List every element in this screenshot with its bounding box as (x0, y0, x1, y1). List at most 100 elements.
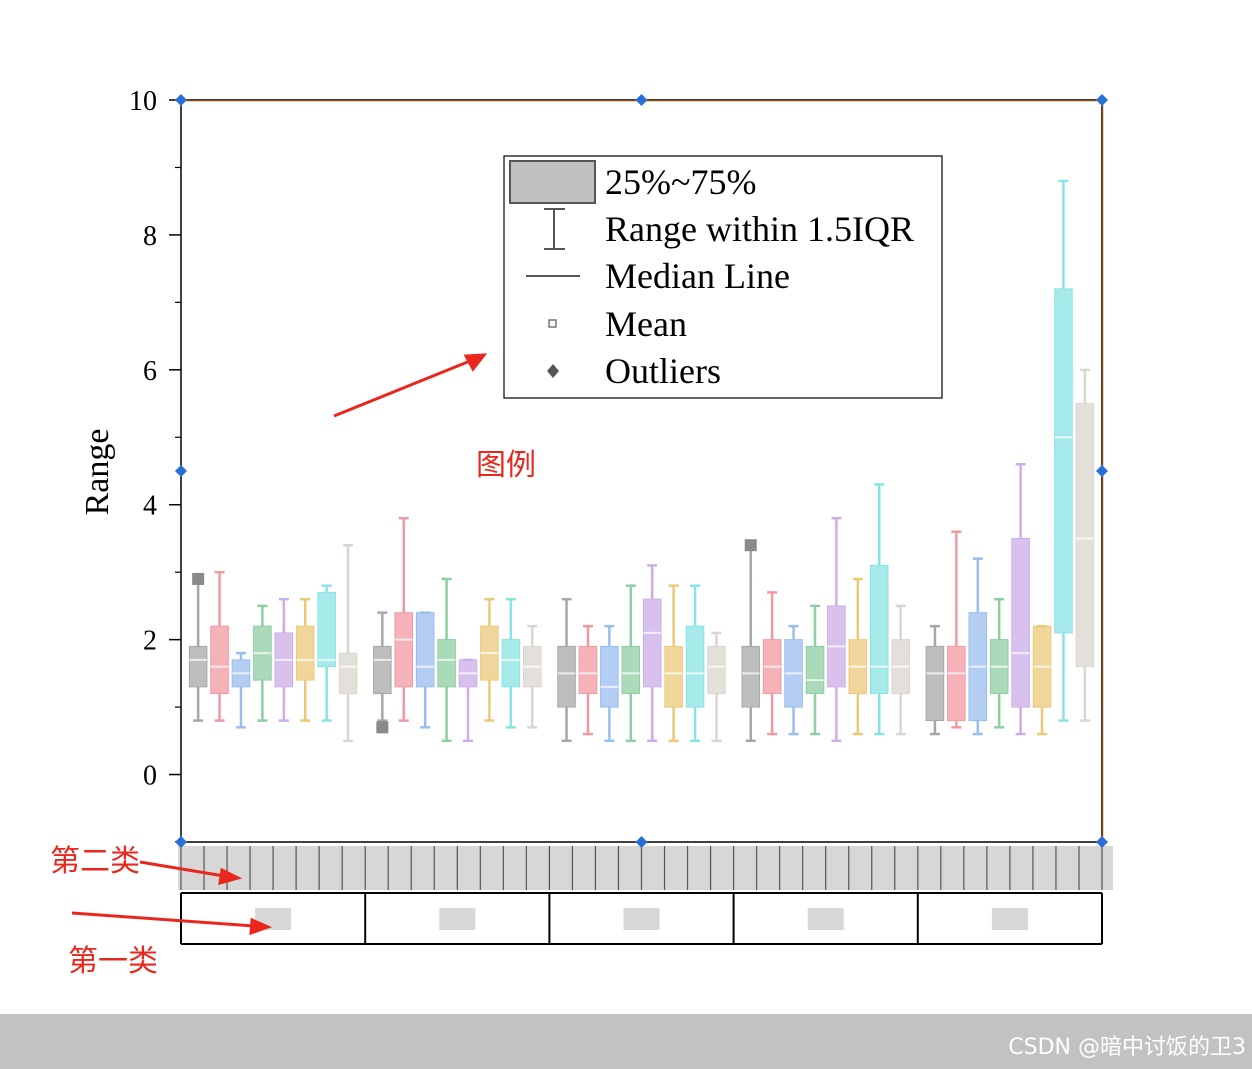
box-iqr (188, 645, 208, 688)
y-axis-label: Range (79, 429, 116, 516)
box-iqr (557, 645, 576, 708)
box-iqr (210, 625, 229, 695)
legend-label-outliers: Outliers (605, 351, 721, 391)
legend-arrow (333, 359, 471, 418)
box-iqr (642, 598, 662, 688)
box-g2-s4 (437, 577, 456, 743)
first-category-label-blurred (991, 908, 1028, 930)
box-iqr (685, 625, 705, 708)
watermark: CSDN @暗中讨饭的卫3 (1008, 1035, 1246, 1060)
box-g5-s4 (989, 597, 1009, 729)
legend-mean-symbol (548, 319, 557, 328)
second-category-arrow-head (218, 867, 243, 886)
box-g5-s5 (1011, 463, 1030, 736)
legend-whisker-symbol (544, 208, 565, 250)
box-iqr (415, 612, 435, 688)
selection-handle[interactable] (175, 94, 187, 106)
legend-label-mean: Mean (605, 304, 687, 344)
box-g2-s2 (394, 516, 414, 722)
box-iqr (394, 612, 414, 688)
box-iqr (295, 625, 315, 681)
box-g1-s7 (317, 584, 336, 722)
box-iqr (925, 645, 945, 722)
box-g2-s7 (501, 597, 521, 729)
first-category-arrow-head (249, 917, 273, 936)
box-g5-s8 (1075, 368, 1095, 722)
legend-arrow-head (463, 353, 488, 372)
box-g3-s5 (642, 564, 662, 743)
box-iqr (707, 645, 726, 695)
second-category-arrow (139, 860, 225, 878)
box-g2-s5 (458, 658, 478, 743)
box-iqr (437, 639, 456, 688)
box-iqr (621, 645, 641, 695)
box-iqr (947, 645, 966, 722)
box-g3-s1 (557, 597, 576, 743)
second-category-labels-blurred (178, 846, 1113, 890)
box-g1-s2 (210, 570, 229, 722)
selection-handle[interactable] (1096, 94, 1108, 106)
y-tick-label: 4 (143, 491, 157, 522)
outlier-point (192, 572, 205, 585)
first-category-label-blurred (623, 908, 660, 930)
y-tick-label: 6 (143, 356, 157, 387)
y-tick-label: 8 (143, 221, 157, 252)
box-g2-s1 (373, 611, 392, 722)
legend-outlier-symbol (547, 364, 559, 378)
box-iqr (373, 645, 392, 695)
first-category-label-blurred (807, 908, 844, 930)
box-g4-s8 (891, 604, 910, 736)
box-g1-s3 (231, 651, 251, 729)
box-g3-s2 (578, 624, 598, 736)
box-g2-s6 (480, 597, 499, 722)
box-iqr (741, 645, 761, 708)
second-category-annotation: 第二类 (50, 844, 140, 879)
box-g2-s8 (522, 624, 542, 729)
box-g5-s7 (1054, 179, 1073, 722)
box-g4-s4 (805, 604, 825, 736)
legend-label-box: 25%~75% (605, 162, 756, 202)
footer-bar: CSDN @暗中讨饭的卫3 (0, 1014, 1252, 1069)
outlier-point (744, 539, 757, 552)
selection-handle[interactable] (175, 836, 187, 848)
selection-handle[interactable] (635, 94, 648, 106)
legend-label-whisker: Range within 1.5IQR (605, 209, 914, 249)
box-g1-s5 (274, 597, 294, 722)
legend-annotation: 图例 (476, 448, 536, 483)
selection-handle[interactable] (635, 836, 648, 848)
box-g4-s2 (762, 591, 782, 736)
box-iqr (805, 645, 825, 695)
box-g4-s6 (848, 577, 868, 736)
box-iqr (501, 639, 521, 688)
legend: 25%~75% Range within 1.5IQR Median Line … (503, 155, 943, 399)
box-g5-s2 (947, 530, 966, 729)
box-g1-s1 (188, 577, 208, 722)
box-iqr (664, 645, 683, 708)
box-iqr (317, 591, 336, 668)
first-category-label-blurred (439, 908, 476, 930)
box-iqr (338, 652, 358, 695)
box-g5-s1 (925, 624, 945, 736)
box-iqr (1075, 403, 1095, 668)
y-tick-label: 0 (143, 761, 157, 792)
selection-handle[interactable] (175, 465, 187, 477)
box-g5-s3 (968, 557, 988, 736)
selection-handle[interactable] (1096, 465, 1108, 477)
box-iqr (1054, 288, 1073, 634)
box-g1-s6 (295, 597, 315, 722)
outlier-point (376, 721, 389, 734)
box-g3-s4 (621, 584, 641, 743)
selection-handle[interactable] (1096, 836, 1108, 848)
first-category-arrow (71, 911, 255, 928)
box-iqr (869, 564, 889, 695)
box-chart: 0 2 4 6 8 10 Range 25%~75% Range within 1.5IQ… (71, 86, 1113, 945)
legend-label-median: Median Line (605, 256, 790, 296)
first-category-annotation: 第一类 (68, 944, 158, 979)
box-iqr (600, 645, 619, 708)
box-iqr (1011, 537, 1030, 708)
box-g2-s3 (415, 611, 435, 729)
box-g4-s7 (869, 483, 889, 736)
box-g1-s4 (253, 604, 272, 722)
box-g3-s6 (664, 584, 683, 743)
box-g4-s5 (827, 516, 846, 743)
